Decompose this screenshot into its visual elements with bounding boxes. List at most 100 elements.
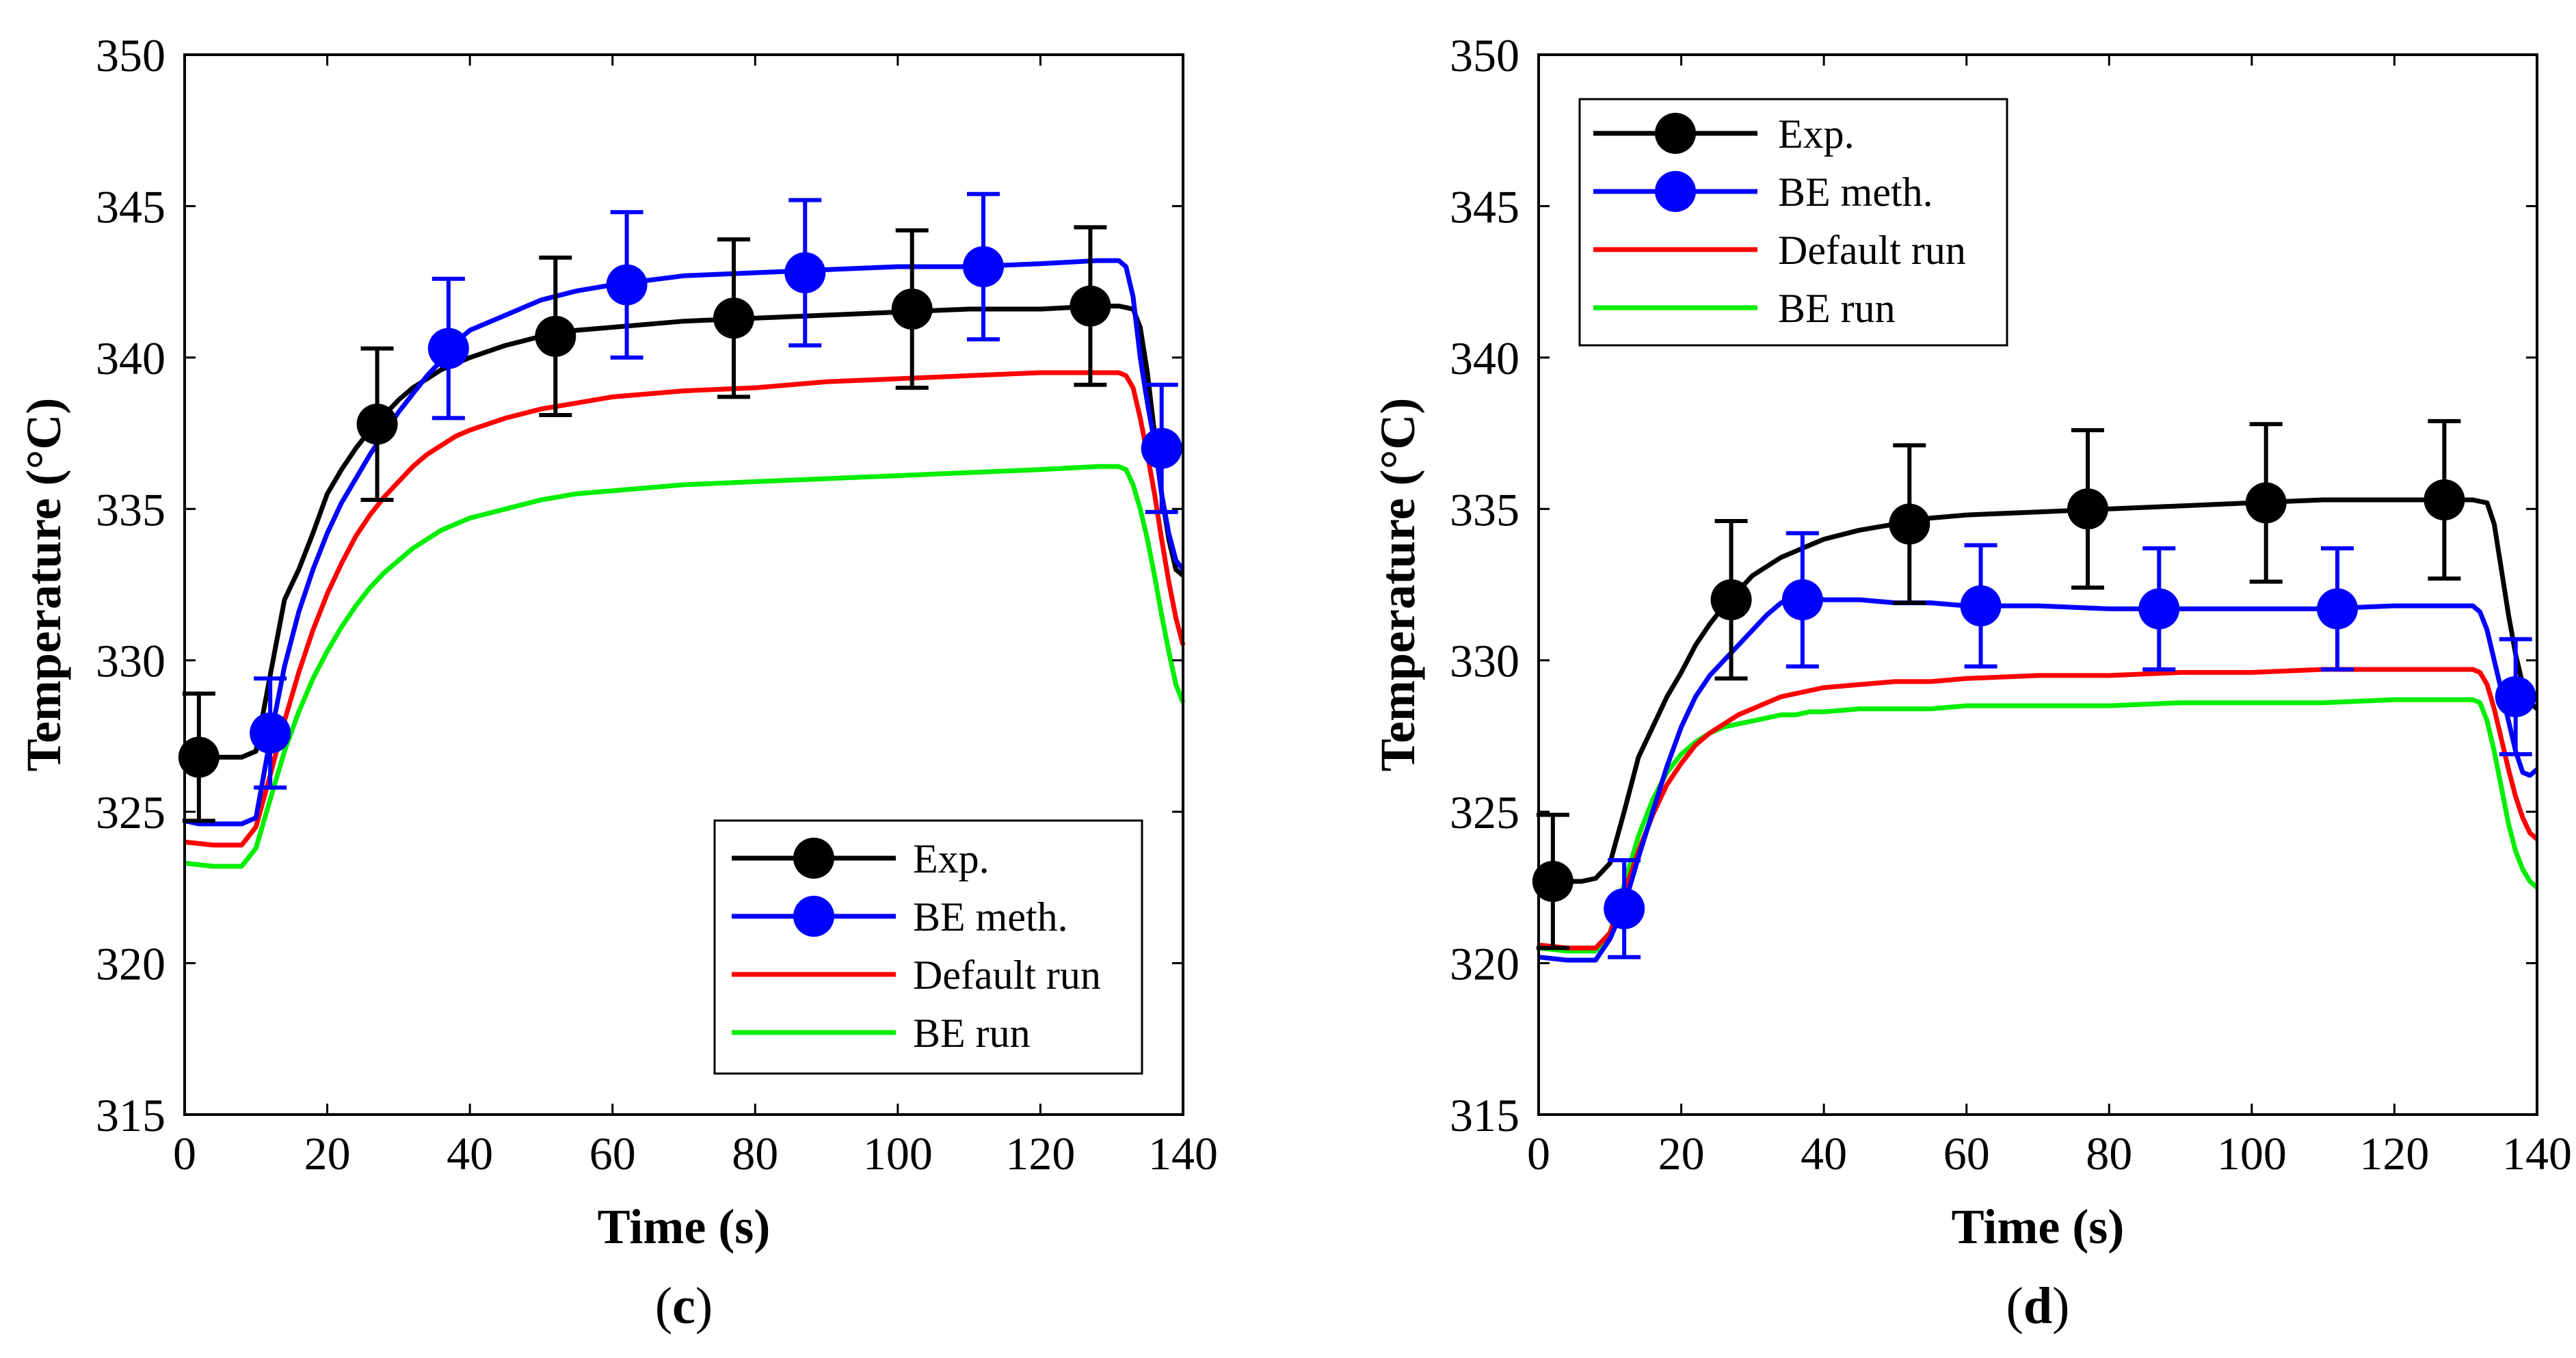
- chart-c-marker-be-meth-4: [963, 246, 1004, 287]
- chart-c-legend-label-be-run: BE run: [913, 1011, 1031, 1056]
- chart-panel-c: 0 20 40 60 80 100 120 140 315 320 325 330 335 340 345…: [16, 29, 1218, 1335]
- chart-c-y-tick-label-320: 320: [96, 938, 165, 990]
- chart-c-y-tick-label-325: 325: [96, 786, 165, 838]
- chart-d-marker-be-meth-0: [1604, 888, 1645, 929]
- chart-c-y-tick-label-340: 340: [96, 332, 165, 384]
- chart-c-series-line-be-meth: [184, 258, 1185, 827]
- chart-d-marker-exp-5: [2424, 479, 2465, 520]
- chart-c-caption-open: (: [655, 1277, 672, 1335]
- chart-c-y-tick-label-350: 350: [96, 29, 165, 81]
- chart-d-caption-close: ): [2052, 1277, 2069, 1335]
- chart-d-x-tick-label-0: 0: [1527, 1128, 1550, 1180]
- chart-c-y-tick-label-335: 335: [96, 483, 165, 535]
- chart-c-lines: [184, 258, 1186, 869]
- chart-d-caption: (d): [2006, 1277, 2070, 1335]
- chart-d-y-axis-title: Temperature (°C): [1370, 398, 1425, 772]
- chart-c-y-axis-title: Temperature (°C): [16, 398, 71, 772]
- chart-c-caption-letter: c: [672, 1277, 695, 1335]
- chart-d-y-tick-labels: 315 320 325 330 335 340 345 350: [1450, 29, 1519, 1141]
- chart-d-y-tick-label-335: 335: [1450, 483, 1519, 535]
- chart-c-x-axis-title: Time (s): [598, 1199, 771, 1254]
- chart-d-plot-frame: [1537, 53, 2538, 1116]
- chart-c-marker-exp-1: [356, 403, 398, 445]
- chart-d-ticks: [1537, 53, 2538, 1116]
- chart-c-x-tick-label-120: 120: [1005, 1128, 1075, 1180]
- chart-c-caption-close: ): [695, 1277, 713, 1335]
- chart-d-caption-open: (: [2006, 1277, 2023, 1335]
- chart-c-y-tick-labels: 315 320 325 330 335 340 345 350: [96, 29, 165, 1141]
- chart-c-series-line-be-run: [184, 464, 1186, 869]
- chart-c-marker-exp-5: [1070, 285, 1111, 327]
- chart-d-marker-be-meth-2: [1960, 585, 2002, 626]
- chart-c-marker-exp-3: [713, 297, 754, 339]
- chart-c-x-tick-label-80: 80: [732, 1128, 778, 1180]
- chart-d-y-tick-label-340: 340: [1450, 332, 1519, 384]
- chart-d-series-line-be-run: [1538, 697, 2539, 954]
- chart-d-y-tick-label-325: 325: [1450, 786, 1519, 838]
- chart-d-series-line-default-run: [1538, 667, 2539, 950]
- chart-d-x-tick-label-100: 100: [2217, 1128, 2287, 1180]
- chart-c-x-tick-label-100: 100: [863, 1128, 933, 1180]
- chart-c-x-tick-label-0: 0: [173, 1128, 196, 1180]
- chart-d-x-tick-label-120: 120: [2359, 1128, 2429, 1180]
- chart-c-legend-marker-be-meth: [793, 896, 834, 937]
- chart-c-y-tick-label-315: 315: [96, 1089, 165, 1141]
- chart-d-x-tick-label-40: 40: [1801, 1128, 1847, 1180]
- chart-d-legend-label-default-run: Default run: [1778, 228, 1966, 273]
- chart-d-marker-exp-1: [1710, 579, 1752, 621]
- chart-d-series-line-be-meth: [1538, 594, 2539, 963]
- chart-c-x-tick-label-140: 140: [1148, 1128, 1218, 1180]
- chart-d-y-tick-label-315: 315: [1450, 1089, 1519, 1141]
- chart-c-plot-frame: [183, 53, 1184, 1116]
- chart-c-y-tick-label-345: 345: [96, 181, 165, 232]
- chart-d-legend-marker-be-meth: [1655, 171, 1696, 212]
- chart-c-errorbars: [182, 191, 1178, 823]
- chart-c-y-tick-label-330: 330: [96, 635, 165, 687]
- chart-d-legend-marker-exp: [1655, 113, 1696, 154]
- chart-c-marker-be-meth-2: [606, 264, 648, 306]
- chart-d-marker-exp-0: [1532, 861, 1574, 902]
- chart-d-x-tick-label-140: 140: [2502, 1128, 2572, 1180]
- chart-d-x-tick-labels: 0 20 40 60 80 100 120 140: [1527, 1128, 2572, 1180]
- chart-c-x-tick-labels: 0 20 40 60 80 100 120 140: [173, 1128, 1218, 1180]
- chart-c-marker-be-meth-5: [1141, 427, 1182, 469]
- chart-d-x-axis-title: Time (s): [1952, 1199, 2125, 1254]
- chart-d-legend: Exp. BE meth. Default run BE run: [1578, 98, 2008, 347]
- chart-d-x-tick-label-20: 20: [1658, 1128, 1705, 1180]
- chart-d-y-tick-label-350: 350: [1450, 29, 1519, 81]
- chart-d-lines: [1538, 497, 2539, 963]
- chart-c-marker-exp-2: [535, 315, 576, 357]
- chart-c-marker-exp-4: [891, 289, 933, 330]
- chart-c-x-tick-label-40: 40: [447, 1128, 493, 1180]
- chart-d-y-tick-label-330: 330: [1450, 635, 1519, 687]
- chart-d-x-tick-label-80: 80: [2086, 1128, 2132, 1180]
- chart-c-marker-be-meth-1: [427, 328, 469, 369]
- chart-d-marker-exp-3: [2067, 488, 2108, 530]
- chart-c-x-tick-label-60: 60: [589, 1128, 636, 1180]
- chart-c-marker-be-meth-0: [250, 713, 291, 754]
- chart-c-marker-be-meth-3: [784, 252, 826, 293]
- chart-c-legend-label-exp: Exp.: [913, 836, 990, 881]
- chart-d-marker-be-meth-5: [2495, 676, 2536, 717]
- chart-d-marker-be-meth-3: [2138, 588, 2180, 630]
- chart-d-legend-label-exp: Exp.: [1778, 111, 1855, 157]
- chart-c-legend: Exp. BE meth. Default run BE run: [713, 819, 1143, 1075]
- chart-d-legend-label-be-meth: BE meth.: [1778, 170, 1933, 215]
- chart-d-legend-box: [1578, 98, 2008, 347]
- chart-d-series-line-exp: [1538, 497, 2539, 884]
- chart-c-ticks: [183, 53, 1184, 1116]
- chart-d-marker-be-meth-1: [1781, 579, 1823, 621]
- chart-c-marker-exp-0: [178, 736, 220, 778]
- chart-c-caption: (c): [655, 1277, 713, 1335]
- chart-c-x-tick-label-20: 20: [304, 1128, 351, 1180]
- chart-d-marker-exp-4: [2245, 482, 2287, 524]
- chart-c-legend-label-be-meth: BE meth.: [913, 894, 1068, 940]
- chart-c-legend-label-default-run: Default run: [913, 953, 1101, 998]
- chart-d-x-tick-label-60: 60: [1943, 1128, 1990, 1180]
- chart-d-marker-be-meth-4: [2317, 588, 2358, 630]
- chart-d-markers: [1532, 479, 2536, 929]
- chart-c-legend-marker-exp: [793, 838, 834, 879]
- chart-c-markers: [178, 246, 1182, 778]
- chart-d-y-tick-label-345: 345: [1450, 181, 1519, 232]
